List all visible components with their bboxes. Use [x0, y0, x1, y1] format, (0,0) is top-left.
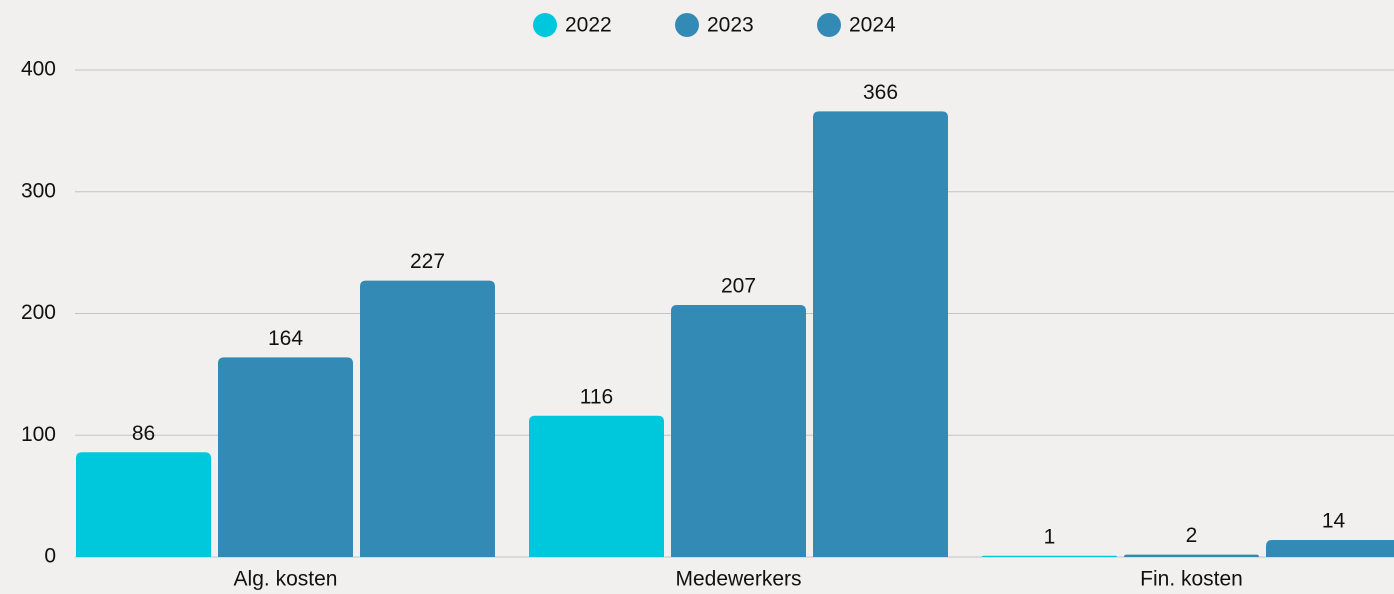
value-label: 14 [1322, 510, 1346, 533]
value-label: 366 [863, 81, 898, 104]
bar [982, 555, 1117, 557]
bar [360, 280, 495, 557]
y-tick-label: 100 [21, 423, 56, 446]
legend-marker [817, 13, 841, 37]
bar [1124, 554, 1259, 557]
y-tick-label: 0 [44, 545, 56, 568]
legend-label: 2022 [565, 14, 612, 37]
value-label: 164 [268, 327, 303, 350]
value-label: 1 [1044, 525, 1056, 548]
value-label: 116 [580, 385, 613, 408]
bar [1266, 539, 1394, 557]
value-label: 207 [721, 275, 756, 298]
bar [671, 304, 806, 557]
value-label: 86 [132, 422, 155, 445]
bar [813, 111, 948, 558]
x-tick-label: Medewerkers [675, 568, 801, 591]
bar [529, 415, 664, 557]
value-label: 227 [410, 250, 445, 273]
x-tick-label: Alg. kosten [234, 568, 338, 591]
legend-label: 2024 [849, 14, 896, 37]
legend-label: 2023 [707, 14, 754, 37]
y-tick-label: 400 [21, 58, 56, 81]
x-tick-label: Fin. kosten [1140, 568, 1243, 591]
bar [76, 452, 211, 557]
y-tick-label: 300 [21, 179, 56, 202]
legend-marker [533, 13, 557, 37]
bar [218, 357, 353, 557]
value-label: 2 [1186, 524, 1198, 547]
y-tick-label: 200 [21, 301, 56, 324]
legend-marker [675, 13, 699, 37]
